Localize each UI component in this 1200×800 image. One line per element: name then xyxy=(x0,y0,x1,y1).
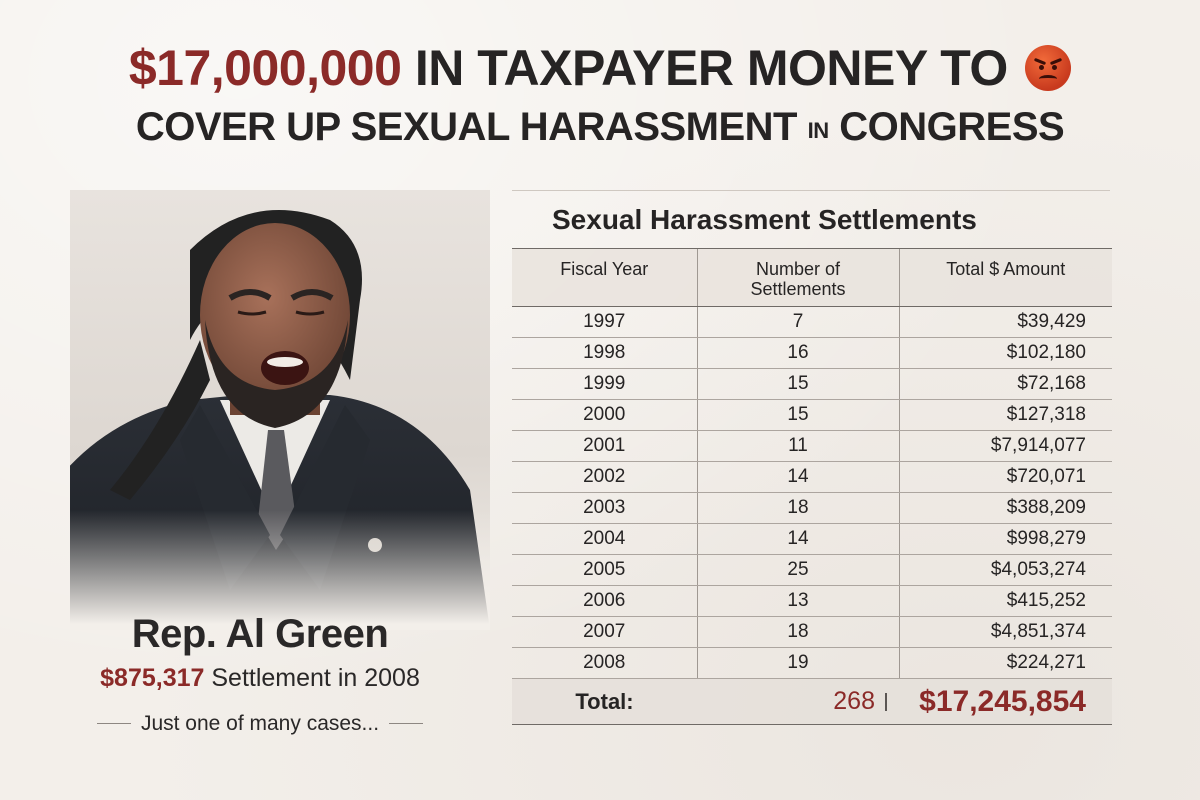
cell-fiscal-year: 1997 xyxy=(512,306,697,338)
cell-fiscal-year: 2005 xyxy=(512,554,697,586)
cell-fiscal-year: 2004 xyxy=(512,523,697,555)
headline-line-2: COVER UP SEXUAL HARASSMENT IN CONGRESS xyxy=(0,100,1200,158)
table-row: 2000 15 $127,318 xyxy=(512,399,1112,431)
headline-line-1: $17,000,000 IN TAXPAYER MONEY TO xyxy=(0,38,1200,98)
headline-money: $17,000,000 xyxy=(128,40,402,96)
cell-total-amount: $39,429 xyxy=(898,306,1112,338)
headline-in: IN xyxy=(807,118,830,143)
cell-fiscal-year: 1999 xyxy=(512,368,697,400)
cell-number-of-settlements: 14 xyxy=(696,523,899,555)
table-row: 1999 15 $72,168 xyxy=(512,368,1112,400)
cell-total-amount: $4,053,274 xyxy=(898,554,1112,586)
cell-number-of-settlements: 15 xyxy=(696,368,899,400)
table-row: 1997 7 $39,429 xyxy=(512,306,1112,338)
table-top-rule xyxy=(512,190,1110,191)
cell-number-of-settlements: 14 xyxy=(696,461,899,493)
table-row: 2002 14 $720,071 xyxy=(512,461,1112,493)
settlement-amount-line: $875,317 Settlement in 2008 xyxy=(0,664,520,693)
cell-number-of-settlements: 13 xyxy=(696,585,899,617)
settlement-amount: $875,317 xyxy=(100,664,205,692)
person-name: Rep. Al Green xyxy=(131,612,389,656)
divider-left xyxy=(96,723,131,724)
cell-fiscal-year: 2007 xyxy=(512,616,697,648)
table-row: 2006 13 $415,252 xyxy=(512,585,1112,617)
caption-note: Just one of many cases... xyxy=(0,712,520,736)
cell-total-amount: $72,168 xyxy=(898,368,1112,400)
cell-number-of-settlements: 19 xyxy=(696,647,899,679)
settlements-table: Fiscal Year Number of Settlements Total … xyxy=(512,248,1112,725)
table-row: 2007 18 $4,851,374 xyxy=(512,616,1112,648)
cell-number-of-settlements: 18 xyxy=(696,616,899,648)
cell-total-amount: $4,851,374 xyxy=(898,616,1112,648)
table-row: 2001 11 $7,914,077 xyxy=(512,430,1112,462)
table-row: 2008 19 $224,271 xyxy=(512,647,1112,679)
cell-total-amount: $720,071 xyxy=(898,461,1112,493)
total-label: Total: xyxy=(512,678,697,725)
total-amount: $17,245,854 xyxy=(899,678,1112,725)
cell-number-of-settlements: 15 xyxy=(696,399,899,431)
table-body: 1997 7 $39,429 1998 16 $102,180 1999 15 $72,168 2… xyxy=(512,306,1112,679)
header-total-amount: Total $ Amount xyxy=(898,248,1112,307)
portrait-photo xyxy=(70,190,490,630)
note-text: Just one of many cases... xyxy=(140,712,380,735)
cell-number-of-settlements: 18 xyxy=(696,492,899,524)
total-count-cell: 268 xyxy=(697,678,899,725)
settlement-suffix: Settlement in 2008 xyxy=(211,664,420,692)
angry-face-icon xyxy=(1025,45,1072,91)
cell-fiscal-year: 2003 xyxy=(512,492,697,524)
headline-line-1-text: IN TAXPAYER MONEY TO xyxy=(414,40,1008,96)
total-count: 268 xyxy=(833,687,875,715)
cell-total-amount: $224,271 xyxy=(898,647,1112,679)
cell-total-amount: $998,279 xyxy=(898,523,1112,555)
cell-total-amount: $7,914,077 xyxy=(898,430,1112,462)
cell-total-amount: $102,180 xyxy=(898,337,1112,369)
table-header-row: Fiscal Year Number of Settlements Total … xyxy=(512,248,1112,307)
total-divider xyxy=(885,693,887,711)
cell-number-of-settlements: 25 xyxy=(696,554,899,586)
cell-total-amount: $127,318 xyxy=(898,399,1112,431)
table-title: Sexual Harassment Settlements xyxy=(552,204,977,235)
cell-total-amount: $388,209 xyxy=(898,492,1112,524)
cell-fiscal-year: 2002 xyxy=(512,461,697,493)
table-row: 2005 25 $4,053,274 xyxy=(512,554,1112,586)
table-total-row: Total: 268 $17,245,854 xyxy=(512,678,1112,725)
headline: $17,000,000 IN TAXPAYER MONEY TO COVER U… xyxy=(0,38,1200,158)
cell-fiscal-year: 2008 xyxy=(512,647,697,679)
table-row: 2003 18 $388,209 xyxy=(512,492,1112,524)
header-fiscal-year: Fiscal Year xyxy=(512,248,697,307)
cell-fiscal-year: 2000 xyxy=(512,399,697,431)
cell-fiscal-year: 1998 xyxy=(512,337,697,369)
headline-line-2-text: COVER UP SEXUAL HARASSMENT xyxy=(135,105,798,149)
table-row: 1998 16 $102,180 xyxy=(512,337,1112,369)
cell-number-of-settlements: 16 xyxy=(696,337,899,369)
divider-right xyxy=(389,723,424,724)
cell-fiscal-year: 2006 xyxy=(512,585,697,617)
cell-fiscal-year: 2001 xyxy=(512,430,697,462)
table-row: 2004 14 $998,279 xyxy=(512,523,1112,555)
cell-number-of-settlements: 11 xyxy=(696,430,899,462)
headline-line-2-end: CONGRESS xyxy=(839,105,1065,149)
header-number-of-settlements: Number of Settlements xyxy=(696,248,899,307)
cell-number-of-settlements: 7 xyxy=(696,306,899,338)
cell-total-amount: $415,252 xyxy=(898,585,1112,617)
